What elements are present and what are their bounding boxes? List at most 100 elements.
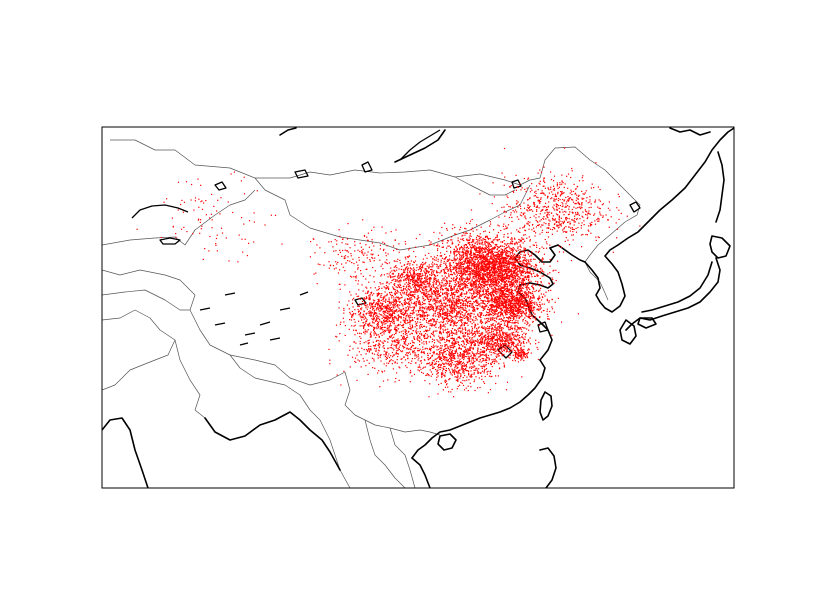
data-point	[480, 299, 482, 301]
data-point	[407, 331, 409, 333]
data-point	[513, 261, 515, 263]
data-point	[474, 249, 476, 251]
data-point	[523, 238, 525, 240]
data-point	[503, 278, 505, 280]
data-point	[440, 265, 442, 267]
data-point	[500, 299, 502, 301]
coast-bohai-liaodong	[549, 244, 586, 263]
data-point	[394, 306, 396, 308]
data-point	[528, 299, 531, 301]
data-point	[389, 326, 391, 328]
data-point	[520, 285, 522, 287]
data-point	[505, 271, 507, 273]
data-point	[485, 280, 487, 282]
data-point	[498, 286, 500, 288]
data-point	[488, 250, 490, 252]
data-point	[343, 312, 345, 314]
data-point	[469, 264, 471, 266]
data-point	[461, 251, 463, 254]
data-point	[543, 309, 545, 312]
data-point	[491, 311, 493, 314]
data-point	[472, 288, 474, 290]
data-point	[497, 267, 499, 269]
data-point	[526, 289, 528, 291]
data-point	[376, 317, 378, 319]
data-point	[482, 290, 484, 292]
data-point	[542, 296, 544, 299]
data-point	[516, 267, 518, 269]
data-point	[392, 296, 394, 298]
data-point	[472, 309, 474, 311]
data-point	[461, 247, 463, 249]
data-point	[391, 340, 393, 342]
data-point	[476, 285, 478, 287]
data-point	[456, 268, 458, 270]
data-point	[388, 300, 390, 302]
data-point	[485, 284, 487, 286]
lake-khuvsgul	[361, 161, 373, 173]
data-point	[526, 324, 528, 326]
data-point	[378, 299, 380, 301]
data-point	[528, 314, 530, 316]
data-point	[489, 319, 491, 321]
data-point	[522, 275, 524, 277]
data-point	[451, 274, 454, 276]
data-point	[515, 288, 517, 290]
data-point	[511, 314, 513, 316]
data-point	[376, 293, 378, 295]
data-point	[520, 316, 522, 318]
data-point	[524, 305, 527, 307]
data-point	[503, 264, 505, 266]
data-point	[526, 285, 528, 287]
data-point	[511, 271, 513, 273]
data-point	[539, 297, 541, 299]
data-point	[494, 311, 496, 313]
data-point	[369, 307, 371, 309]
data-point	[423, 330, 425, 333]
data-point	[456, 277, 458, 279]
data-point	[496, 257, 498, 259]
data-point	[424, 308, 426, 310]
data-point	[484, 278, 486, 281]
data-point	[444, 346, 446, 348]
data-point	[426, 298, 429, 300]
data-point	[441, 255, 443, 257]
data-point	[557, 297, 559, 299]
coast-north-russia-2	[279, 127, 297, 136]
data-point	[449, 269, 451, 271]
data-point	[435, 271, 438, 273]
data-point	[500, 300, 503, 302]
data-point	[495, 310, 497, 312]
data-point	[454, 316, 456, 318]
data-point	[507, 309, 509, 311]
data-point	[472, 318, 474, 321]
data-point	[513, 278, 515, 280]
data-point	[457, 316, 459, 318]
data-point	[515, 256, 517, 258]
data-point	[455, 289, 457, 291]
data-point	[449, 304, 451, 306]
data-point	[376, 328, 378, 330]
data-point	[517, 308, 519, 310]
data-point	[514, 281, 516, 283]
data-point	[540, 287, 542, 289]
lake-khanka	[629, 201, 641, 213]
data-point	[527, 287, 529, 289]
data-point	[389, 307, 391, 309]
data-point	[503, 284, 506, 287]
data-point	[411, 319, 413, 321]
data-point	[548, 301, 550, 303]
data-point	[520, 274, 522, 277]
data-point	[508, 304, 510, 307]
data-point	[483, 280, 485, 282]
data-point	[404, 338, 406, 340]
data-point	[477, 278, 480, 280]
data-point	[489, 309, 491, 312]
data-point	[357, 305, 359, 307]
data-point	[519, 328, 521, 330]
data-point	[516, 271, 518, 273]
data-point	[383, 297, 385, 299]
data-point	[389, 330, 391, 332]
data-point	[503, 322, 506, 324]
data-point	[388, 332, 391, 334]
